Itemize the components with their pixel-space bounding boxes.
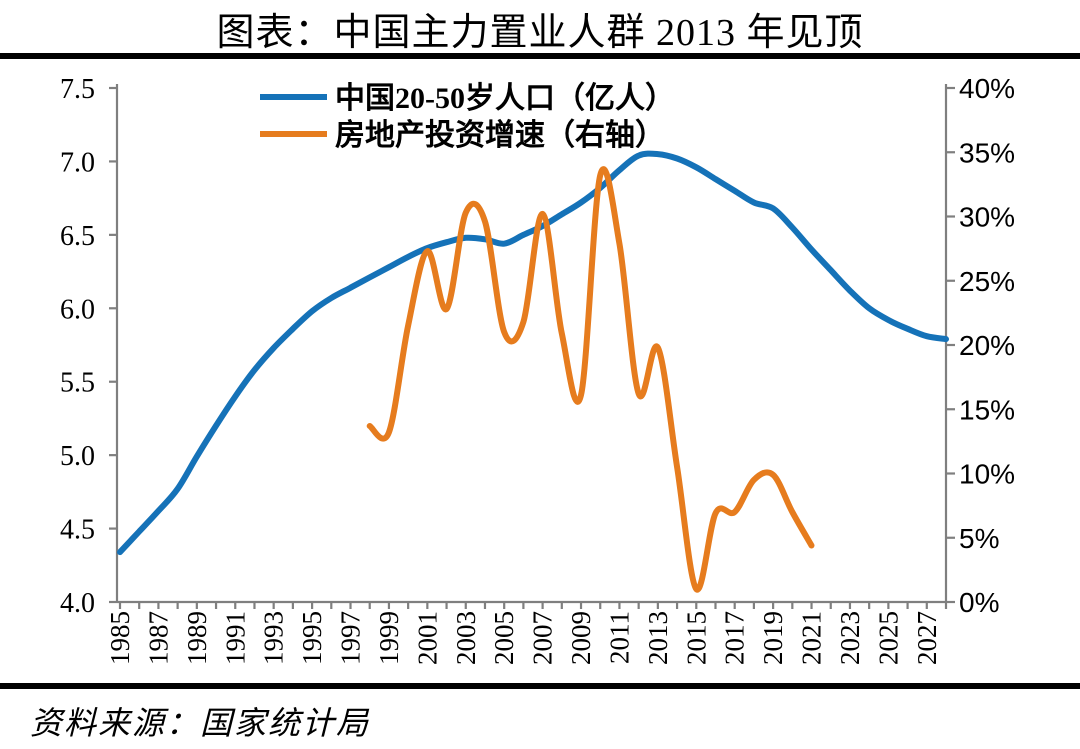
x-axis-label: 1993 bbox=[259, 611, 289, 665]
left-axis-label: 5.0 bbox=[60, 441, 95, 472]
investment-line bbox=[366, 166, 815, 593]
x-axis-label: 2009 bbox=[566, 611, 596, 665]
right-axis-label: 25% bbox=[959, 266, 1015, 297]
x-axis-label: 1989 bbox=[182, 611, 212, 665]
x-axis-label: 2011 bbox=[604, 611, 634, 664]
right-axis-label: 5% bbox=[959, 523, 999, 554]
x-axis-label: 1997 bbox=[336, 611, 366, 665]
left-axis-label: 4.0 bbox=[60, 588, 95, 619]
right-axis-label: 20% bbox=[959, 330, 1015, 361]
legend-label-investment-line: 房地产投资增速（右轴） bbox=[335, 118, 665, 152]
legend: 中国20-50岁人口（亿人）房地产投资增速（右轴） bbox=[260, 81, 675, 152]
axis-tick-labels: 7.5 7.0 6.5 6.0 5.5 5.0 4.5 4.0 40% 35% 30% 25% 20% 1… bbox=[60, 73, 1015, 665]
x-axis-label: 2019 bbox=[758, 611, 788, 665]
x-axis-label: 1987 bbox=[143, 611, 173, 665]
x-axis-label: 2023 bbox=[835, 611, 865, 665]
right-axis-label: 0% bbox=[959, 587, 999, 618]
x-axis-label: 2027 bbox=[912, 611, 942, 665]
x-axis-label: 1991 bbox=[220, 611, 250, 665]
right-axis-label: 35% bbox=[959, 137, 1015, 168]
x-axis-label: 1985 bbox=[105, 611, 135, 665]
left-axis-label: 6.0 bbox=[60, 294, 95, 325]
x-axis-label: 1995 bbox=[297, 611, 327, 665]
left-axis-label: 7.5 bbox=[60, 74, 95, 105]
left-axis-label: 4.5 bbox=[60, 515, 95, 546]
right-axis-label: 10% bbox=[959, 459, 1015, 490]
x-axis-label: 2017 bbox=[720, 611, 750, 665]
x-axis-label: 2003 bbox=[451, 611, 481, 665]
x-axis-label: 2025 bbox=[873, 611, 903, 665]
population-line bbox=[117, 150, 949, 556]
right-axis-label: 40% bbox=[959, 73, 1015, 104]
x-axis-label: 2007 bbox=[528, 611, 558, 665]
x-axis-label: 2001 bbox=[412, 611, 442, 665]
title-divider-rule bbox=[0, 53, 1080, 59]
left-axis-label: 7.0 bbox=[60, 147, 95, 178]
footer-divider-rule bbox=[0, 683, 1080, 689]
x-axis-label: 1999 bbox=[374, 611, 404, 665]
legend-label-population-line: 中国20-50岁人口（亿人） bbox=[335, 81, 675, 115]
x-axis-label: 2015 bbox=[681, 611, 711, 665]
x-axis-label: 2021 bbox=[797, 611, 827, 665]
x-axis-label: 2013 bbox=[643, 611, 673, 665]
x-axis-label: 2005 bbox=[489, 611, 519, 665]
right-axis-label: 15% bbox=[959, 394, 1015, 425]
left-axis-label: 5.5 bbox=[60, 368, 95, 399]
left-axis-label: 6.5 bbox=[60, 221, 95, 252]
right-axis-label: 30% bbox=[959, 202, 1015, 233]
source-note: 资料来源：国家统计局 bbox=[30, 705, 371, 741]
chart-title: 图表：中国主力置业人群 2013 年见顶 bbox=[216, 12, 864, 54]
axes bbox=[109, 84, 955, 609]
